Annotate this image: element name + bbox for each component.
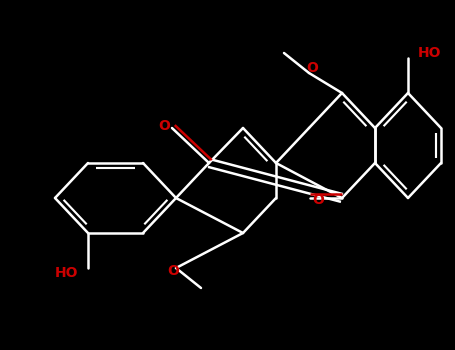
Text: O: O: [312, 193, 324, 207]
Text: O: O: [167, 264, 179, 278]
Text: HO: HO: [418, 46, 441, 60]
Text: O: O: [306, 61, 318, 75]
Text: O: O: [158, 119, 170, 133]
Text: HO: HO: [55, 266, 78, 280]
